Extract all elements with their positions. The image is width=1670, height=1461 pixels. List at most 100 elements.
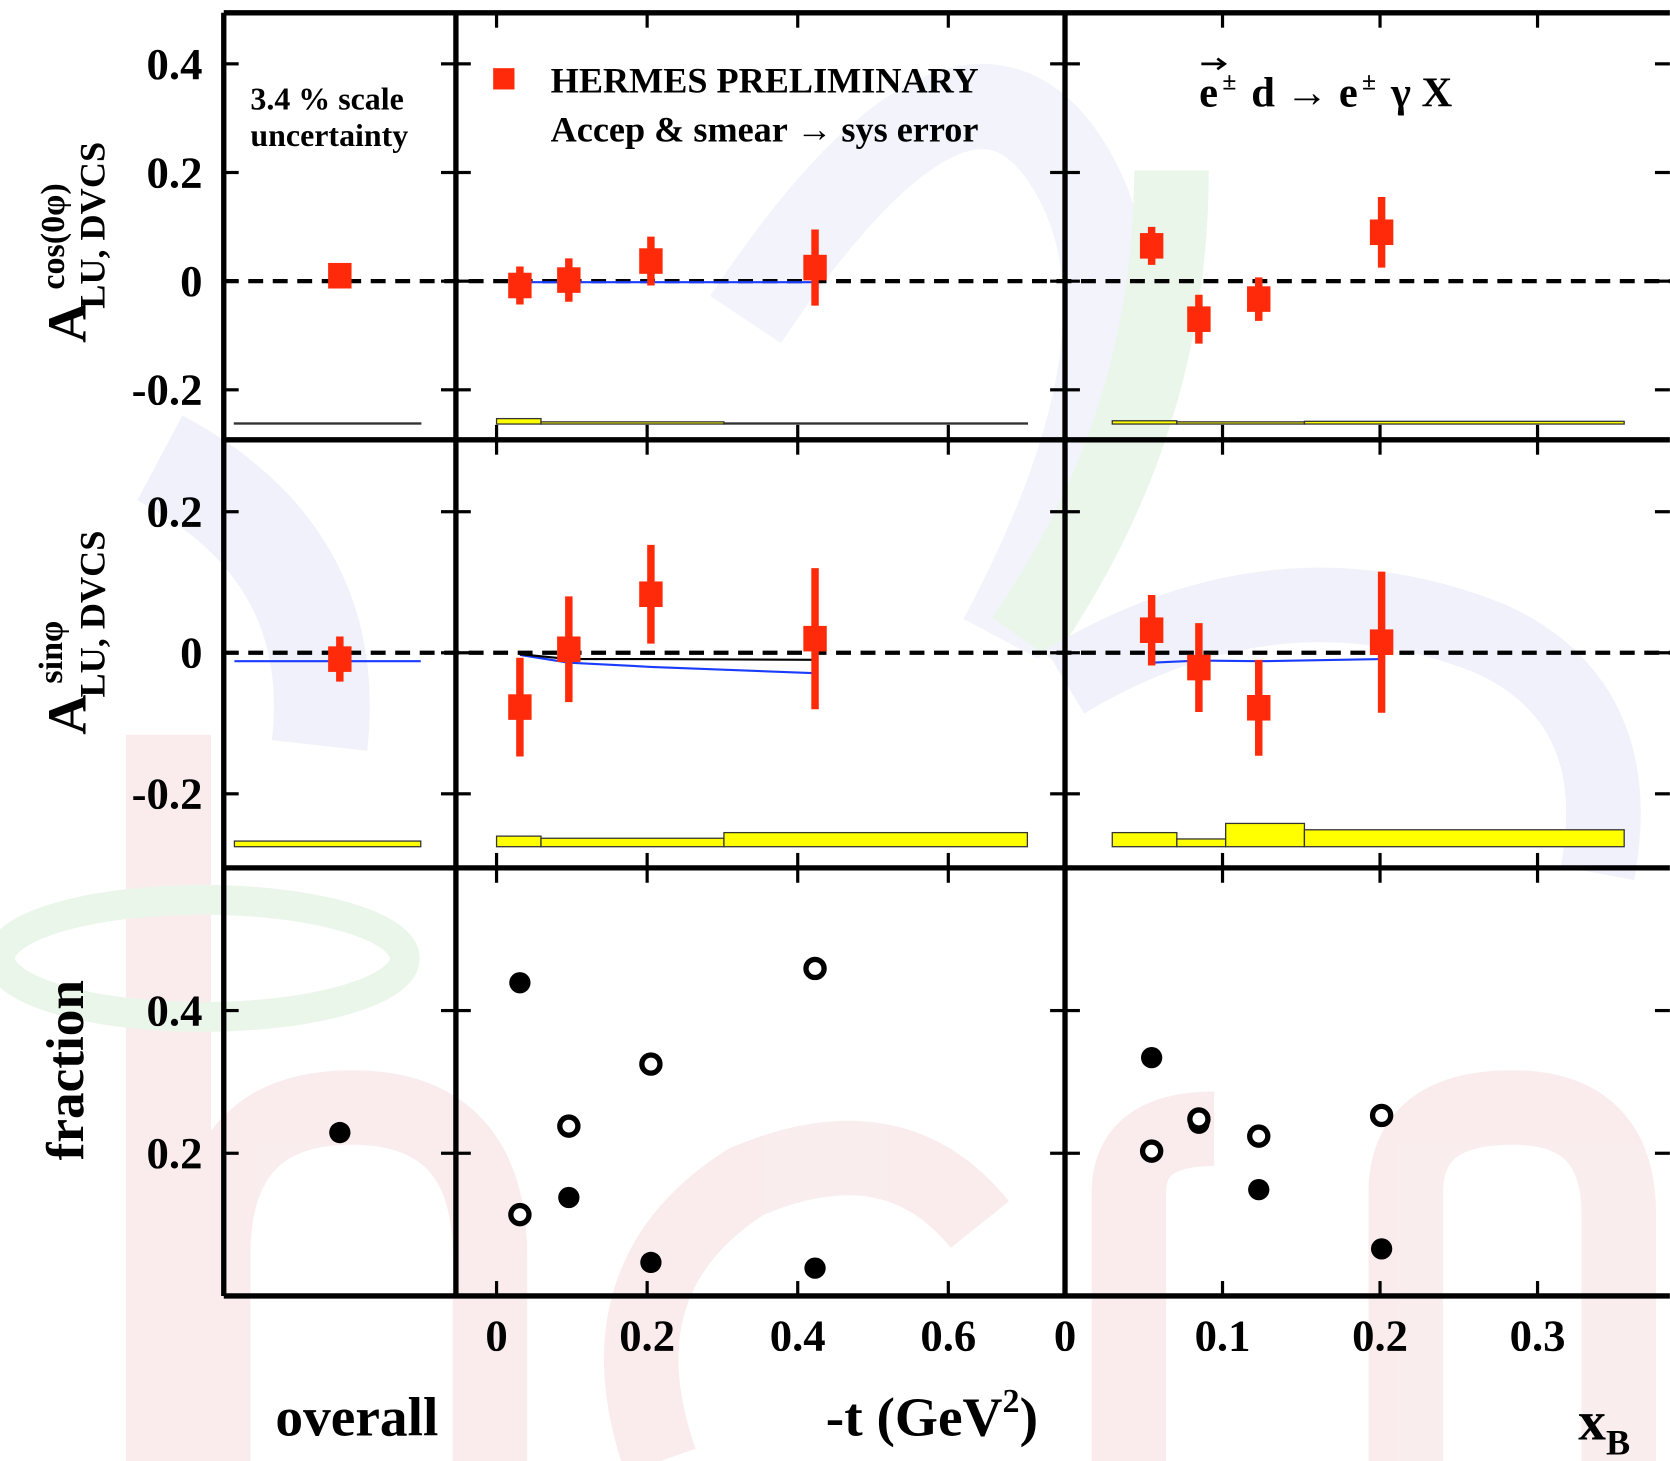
y-tick-label: 0 [180,628,202,678]
model-curve [519,653,816,675]
annotation: 3.4 % scale [250,82,403,117]
legend-label: Accep & smear → sys error [551,110,979,150]
y-tick-label: 0.2 [147,147,203,197]
logo-swirl [991,170,1209,661]
data-point [1187,306,1211,332]
sys-error-band [1176,838,1227,848]
x-axis-label: -t (GeV2) [826,1383,1038,1447]
data-point [1247,286,1271,312]
x-tick-label: 0.2 [619,1310,675,1360]
data-point [803,625,827,652]
data-point-open [803,956,827,981]
annotation: uncertainty [250,118,408,153]
sys-error-band [540,837,725,848]
reaction-part: e [1199,69,1218,116]
data-point [508,694,532,720]
sys-error-band [495,417,542,425]
data-point [329,1121,351,1144]
y-axis-label-sub: LU, DVCS [73,142,113,309]
data-point [804,1257,826,1279]
x-axis-label-part: 2 [1003,1383,1020,1420]
x-axis-label-part: x [1578,1391,1606,1452]
logo-stroke [1368,1070,1657,1461]
x-tick-label: 0.2 [1352,1310,1408,1360]
logo-swirl [136,415,370,751]
data-point-open [1247,1124,1271,1148]
logo-stroke [603,1120,1009,1461]
text-layer: 3.4 % scale uncertainty e ± d → e ± γ X -0.2… [33,39,1630,1461]
data-point [1370,1238,1393,1260]
logo-swirl [1045,567,1641,881]
sys-error-band [723,422,1029,425]
x-axis-label-part: ) [1020,1386,1038,1447]
model-curve [1151,658,1382,664]
y-tick-label: -0.2 [132,365,203,415]
y-axis-label-sup: sinφ [33,621,70,684]
x-axis-label: xB [1578,1391,1630,1461]
x-axis-label-part: -t (GeV [826,1386,1003,1447]
sys-error-band [723,831,1029,848]
legend-label: HERMES PRELIMINARY [551,61,979,101]
data-point [328,646,352,672]
data-point [1139,617,1164,643]
reaction-part: ± [1222,66,1236,95]
sys-error-band [1303,829,1625,848]
y-axis-label-sup: cos(0φ) [35,183,72,289]
y-tick-label: 0 [180,256,202,306]
x-tick-label: 0.1 [1195,1310,1251,1360]
data-point [803,254,827,281]
data-point [639,581,663,608]
data-point [508,272,532,299]
data-point [1369,219,1394,246]
x-tick-label: 0.3 [1510,1310,1566,1360]
logo-ring [0,884,420,1032]
data-point [639,248,663,274]
sys-error-band [495,835,542,848]
sys-error-band [1225,822,1306,848]
reaction-part: γ X [1390,69,1453,116]
data-point [328,262,352,289]
x-tick-label: 0 [485,1310,507,1360]
data-point [640,1251,662,1274]
data-point [557,636,581,663]
y-axis-label-sub: LU, DVCS [73,531,113,698]
axes-layer [221,10,1670,1299]
y-tick-label: 0.2 [147,487,203,537]
data-point-open [557,1114,581,1138]
data-point [1248,1178,1270,1201]
sys-error-band [1303,420,1625,425]
data-point [1139,233,1164,259]
x-axis-label-part: B [1606,1423,1630,1461]
x-tick-label: 0 [1054,1310,1076,1360]
reaction-part: ± [1362,66,1376,95]
legend-marker [493,68,515,90]
y-tick-label: 0.4 [147,985,203,1035]
y-axis-label: A [36,695,97,735]
y-tick-label: 0.4 [147,39,203,89]
data-point [1369,629,1394,655]
marks-layer [234,196,1394,1279]
sys-error-band [233,422,422,425]
x-tick-label: 0.4 [770,1310,826,1360]
y-tick-label: -0.2 [132,769,203,819]
reaction: e ± d → e ± γ X [1199,66,1452,116]
vector-arrow [1201,57,1228,71]
data-point [558,1186,580,1209]
bands-layer [233,417,1625,848]
sys-error-band [1111,420,1178,425]
x-axis-label: overall [275,1386,438,1447]
reaction-part: d → e [1251,69,1357,116]
data-point [1140,1047,1163,1069]
data-point [557,267,581,293]
data-point [1187,654,1211,681]
sys-error-band [1176,421,1306,425]
x-tick-label: 0.6 [920,1310,976,1360]
data-point-open [639,1052,663,1076]
model-curve [519,653,816,661]
data-point [509,972,531,994]
data-point-open [508,1202,532,1227]
sys-error-band [233,840,422,848]
y-tick-label: 0.2 [147,1128,203,1178]
